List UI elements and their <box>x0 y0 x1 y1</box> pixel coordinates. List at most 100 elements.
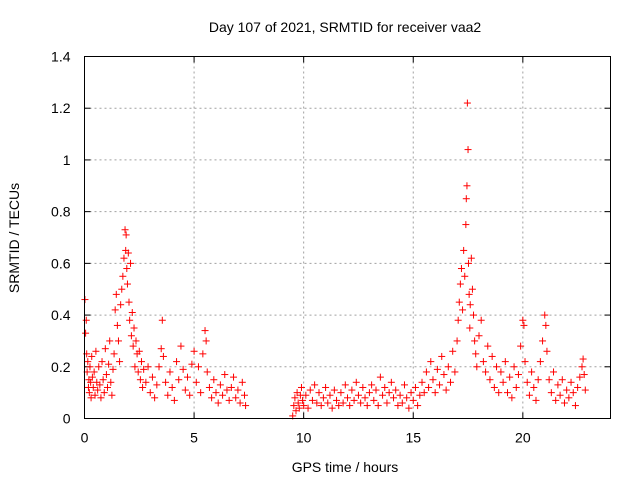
y-tick-label: 1 <box>63 152 71 168</box>
data-point <box>463 99 471 107</box>
data-point <box>130 324 138 332</box>
data-point <box>335 402 343 410</box>
data-point <box>460 246 468 254</box>
data-point <box>186 391 194 399</box>
data-point <box>240 391 248 399</box>
data-point <box>227 383 235 391</box>
data-point <box>311 381 319 389</box>
data-point <box>451 368 459 376</box>
data-point <box>554 381 562 389</box>
data-point <box>560 399 568 407</box>
data-point <box>142 378 150 386</box>
data-point <box>416 391 424 399</box>
data-point <box>368 381 376 389</box>
data-point <box>124 249 132 257</box>
data-point <box>99 376 107 384</box>
data-point <box>105 360 113 368</box>
data-point <box>109 365 117 373</box>
data-point <box>322 383 330 391</box>
data-point <box>151 394 159 402</box>
data-point <box>459 306 467 314</box>
data-point <box>168 383 176 391</box>
data-point <box>352 378 360 386</box>
data-point <box>129 342 137 350</box>
data-point <box>363 402 371 410</box>
data-point <box>127 332 135 340</box>
data-point <box>210 376 218 384</box>
data-point <box>290 402 298 410</box>
data-point <box>381 383 389 391</box>
data-point <box>242 402 250 410</box>
data-point <box>379 391 387 399</box>
data-point <box>333 396 341 404</box>
data-point <box>294 399 302 407</box>
data-point <box>472 350 480 358</box>
data-point <box>486 376 494 384</box>
x-tick-label: 5 <box>190 430 198 446</box>
data-point <box>528 368 536 376</box>
data-point <box>361 394 369 402</box>
y-tick-label: 0.8 <box>51 204 71 220</box>
data-point <box>113 321 121 329</box>
data-point <box>88 373 96 381</box>
data-point <box>90 368 98 376</box>
data-point <box>519 316 527 324</box>
data-point <box>464 146 472 154</box>
data-point <box>506 373 514 381</box>
data-point <box>313 399 321 407</box>
data-point <box>192 378 200 386</box>
data-point <box>411 383 419 391</box>
data-point <box>422 368 430 376</box>
data-point <box>199 350 207 358</box>
data-point <box>308 396 316 404</box>
grid <box>84 56 611 419</box>
chart-title: Day 107 of 2021, SRMTID for receiver vaa… <box>209 19 482 35</box>
data-point <box>510 363 518 371</box>
data-point <box>190 347 198 355</box>
data-point <box>579 355 587 363</box>
data-point <box>392 386 400 394</box>
data-point <box>444 363 452 371</box>
data-point <box>230 373 238 381</box>
data-point <box>580 371 588 379</box>
data-point <box>291 394 299 402</box>
data-point <box>339 399 347 407</box>
data-point <box>299 396 307 404</box>
data-point <box>545 376 553 384</box>
data-point <box>162 378 170 386</box>
data-point <box>96 381 104 389</box>
data-point <box>118 285 126 293</box>
data-point <box>127 259 135 267</box>
data-point <box>466 324 474 332</box>
data-point <box>418 378 426 386</box>
data-point <box>521 358 529 366</box>
data-point <box>542 321 550 329</box>
data-point <box>398 399 406 407</box>
data-point <box>499 378 507 386</box>
x-axis-title: GPS time / hours <box>292 459 399 475</box>
data-point <box>181 386 189 394</box>
data-point <box>569 389 577 397</box>
data-point <box>94 386 102 394</box>
data-point <box>216 381 224 389</box>
data-point <box>354 391 362 399</box>
y-tick-label: 0 <box>63 411 71 427</box>
data-point <box>89 383 97 391</box>
data-point <box>225 396 233 404</box>
data-point <box>440 371 448 379</box>
data-point <box>565 394 573 402</box>
data-point <box>330 386 338 394</box>
data-point <box>164 391 172 399</box>
data-point <box>153 381 161 389</box>
data-point <box>370 396 378 404</box>
data-point <box>121 226 129 234</box>
data-point <box>120 254 128 262</box>
y-tick-label: 1.4 <box>51 49 71 65</box>
data-point <box>390 394 398 402</box>
data-point <box>550 368 558 376</box>
data-point <box>523 378 531 386</box>
data-point <box>420 389 428 397</box>
data-point <box>108 391 116 399</box>
data-point <box>348 386 356 394</box>
